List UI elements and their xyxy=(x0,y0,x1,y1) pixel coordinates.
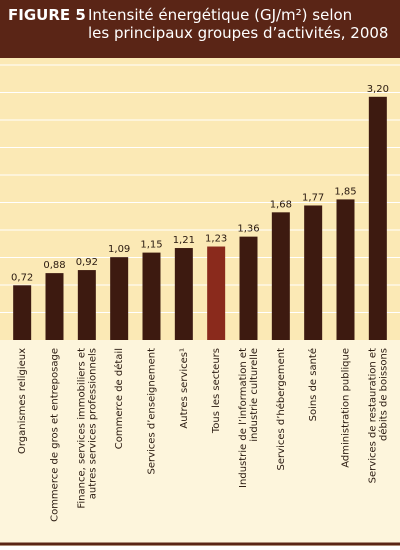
value-label: 0,92 xyxy=(76,257,98,268)
bar xyxy=(77,270,96,340)
x-tick-label: Finance, services immobiliers etautres s… xyxy=(76,348,98,509)
bar xyxy=(271,212,290,340)
bar xyxy=(110,257,129,340)
x-tick-label: Autres services¹ xyxy=(179,348,190,429)
bar xyxy=(304,205,323,340)
bar xyxy=(45,273,64,340)
x-tick-label: Soins de santé xyxy=(307,348,319,421)
x-tick-label: Tous les secteurs xyxy=(211,348,222,434)
header xyxy=(0,0,400,58)
value-label: 1,15 xyxy=(140,240,162,251)
x-tick-label: Commerce de gros et entreposage xyxy=(50,348,61,522)
x-tick-label: Organismes religieux xyxy=(17,348,28,454)
figure-label: FIGURE 5 xyxy=(8,6,86,24)
x-tick-label: Services d’enseignement xyxy=(147,348,158,475)
plot-area xyxy=(0,58,400,340)
value-label: 0,72 xyxy=(11,272,33,283)
bar xyxy=(142,252,161,340)
x-tick-label: Industrie de l’information etindustrie c… xyxy=(238,348,260,488)
value-label: 3,20 xyxy=(367,84,389,95)
x-tick-label: Services d’hébergement xyxy=(275,348,287,471)
value-label: 1,68 xyxy=(270,199,292,210)
value-label: 1,77 xyxy=(302,192,324,203)
bar xyxy=(207,246,226,340)
bar xyxy=(13,285,32,340)
x-tick-label: Services de restauration etdébits de boi… xyxy=(367,348,389,483)
value-label: 1,85 xyxy=(334,186,356,197)
chart-title: Intensité énergétique (GJ/m²) selon les p… xyxy=(88,6,388,42)
x-tick-label: Commerce de détail xyxy=(113,348,125,449)
value-label: 1,36 xyxy=(237,224,259,235)
value-label: 1,23 xyxy=(205,234,227,245)
bar xyxy=(174,248,193,340)
value-label: 0,88 xyxy=(43,260,65,271)
x-tick-label: Administration publique xyxy=(341,348,352,468)
value-label: 1,09 xyxy=(108,244,130,255)
bar xyxy=(368,96,387,340)
bar xyxy=(336,199,355,340)
bar xyxy=(239,236,258,340)
value-label: 1,21 xyxy=(173,235,195,246)
